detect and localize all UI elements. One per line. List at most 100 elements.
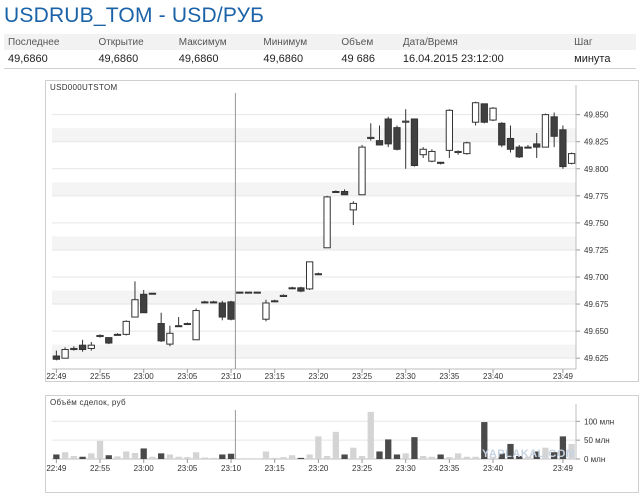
volume-bar	[61, 452, 69, 459]
volume-bar	[332, 431, 339, 459]
vol-x-tick-label: 23:49	[553, 464, 574, 473]
y-tick-label: 49.650	[584, 327, 609, 336]
candle-body-up	[192, 310, 200, 341]
candle	[454, 150, 462, 155]
candle-body-up	[148, 292, 157, 295]
x-tick-label: 23:25	[352, 372, 373, 381]
candle-body-down	[227, 301, 235, 320]
candle-body-up	[314, 273, 323, 276]
candle-body-up	[166, 332, 174, 345]
candle	[236, 291, 244, 294]
candle-body-up	[454, 150, 462, 154]
candle-body-up	[271, 300, 279, 303]
volume-bar	[323, 455, 331, 459]
price-chart[interactable]: 49.625 49.650 49.675 49.700 49.725 49.750 49.7…	[46, 81, 638, 381]
column-last: Последнее	[4, 34, 95, 50]
candle	[489, 107, 497, 122]
x-tick-label: 22:49	[46, 372, 67, 381]
volume-bar	[341, 454, 348, 459]
candle	[174, 317, 183, 328]
volume-bar	[184, 457, 191, 459]
vol-y-tick-label: 50 млн	[584, 436, 610, 445]
page-title: USDRUB_TOM - USD/РУБ	[4, 4, 265, 27]
vol-x-tick-label: 22:55	[90, 464, 111, 473]
candle	[157, 312, 165, 342]
candle-body-up	[113, 333, 122, 336]
candle	[524, 144, 532, 149]
candle	[559, 125, 567, 169]
candle-body-up	[122, 320, 130, 335]
candle	[271, 299, 279, 303]
volume-bar	[192, 452, 200, 459]
candle-body-up	[236, 291, 244, 294]
grid-band	[52, 236, 576, 250]
candle	[358, 144, 366, 196]
volume-bar	[131, 452, 139, 459]
volume-chart[interactable]: 0 млн 50 млн 100 млн 22:49 22:55 23:00 23:05 23…	[46, 396, 638, 492]
candle	[78, 339, 87, 352]
volume-bar	[219, 454, 226, 459]
vol-y-tick-label: 100 млн	[584, 417, 614, 426]
candle	[436, 161, 445, 165]
volume-bar	[420, 455, 427, 459]
x-tick-label: 23:35	[439, 372, 460, 381]
candle	[410, 118, 419, 167]
volume-bar	[446, 457, 453, 459]
candle	[113, 333, 122, 336]
volume-bar	[245, 458, 252, 460]
quote-table: Последнее Открытие Максимум Минимум Объе…	[4, 34, 636, 69]
x-tick-label: 23:40	[483, 372, 504, 381]
quote-value-row: 49,6860 49,6860 49,6860 49,6860 49 686 1…	[4, 50, 636, 69]
candle	[384, 116, 392, 148]
grid-band	[52, 182, 576, 196]
volume-bar	[559, 436, 567, 459]
candle-body-down	[550, 116, 558, 137]
candle-body-up	[253, 291, 261, 294]
column-step: Шаг	[570, 34, 636, 50]
volume-bar	[289, 455, 296, 459]
value-low: 49,6860	[259, 50, 338, 69]
candle	[445, 109, 454, 158]
candle-body-down	[384, 118, 392, 145]
candle-body-down	[533, 143, 541, 148]
candle-body-up	[471, 102, 480, 123]
candle	[340, 189, 349, 196]
candle-body-up	[567, 153, 576, 164]
vol-x-tick-label: 23:20	[308, 464, 329, 473]
volume-bar	[53, 454, 60, 459]
candle-body-up	[463, 142, 471, 155]
volume-chart-title: Объём сделок, руб	[50, 398, 126, 407]
candle-body-up	[262, 302, 270, 320]
vol-y-tick-label: 0 млн	[584, 455, 605, 464]
volume-bar	[358, 455, 366, 459]
volume-bar	[166, 454, 174, 459]
x-tick-label: 23:30	[396, 372, 417, 381]
volume-bar	[568, 443, 575, 459]
volume-bar	[201, 457, 208, 459]
candle-body-up	[131, 299, 139, 318]
candle	[332, 190, 340, 193]
candle	[244, 291, 253, 294]
volume-bar	[315, 436, 322, 459]
candle	[262, 299, 270, 322]
volume-bar	[454, 453, 462, 459]
candle-body-down	[410, 118, 419, 167]
volume-bar	[385, 439, 392, 459]
candle-body-down	[436, 161, 445, 164]
candle-body-up	[367, 136, 375, 139]
value-volume: 49 686	[337, 50, 399, 69]
candle	[375, 125, 384, 146]
candle-body-down	[105, 337, 113, 344]
vol-x-tick-label: 23:05	[177, 464, 198, 473]
candle	[201, 300, 209, 304]
price-chart-panel: USD000UTSTOM 49.625 49.650 49.675 49.700 49.…	[45, 80, 639, 382]
candle-body-up	[61, 349, 69, 359]
candle	[148, 292, 157, 295]
candle	[567, 152, 576, 165]
y-tick-label: 49.825	[584, 138, 609, 147]
candle-body-up	[323, 196, 331, 249]
grid-band	[52, 290, 576, 305]
y-tick-label: 49.725	[584, 246, 609, 255]
volume-bar	[96, 440, 104, 459]
candle	[166, 325, 174, 347]
